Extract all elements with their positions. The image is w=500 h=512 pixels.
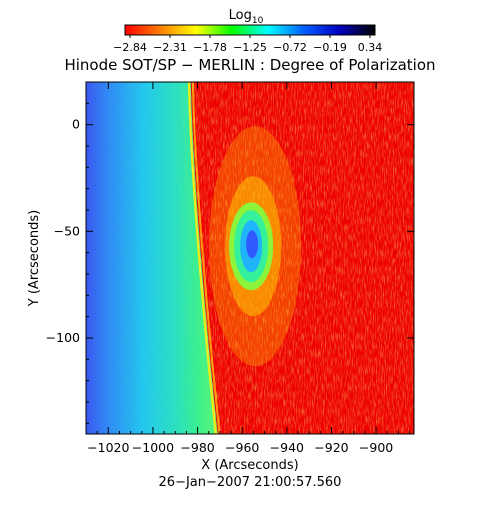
- y-axis-label: Y (Arcseconds): [27, 210, 42, 307]
- x-tick-label: −980: [180, 440, 214, 455]
- x-axis: −1020 −1000 −980 −960 −940 −920 −900: [85, 82, 411, 455]
- colorbar-tick-label: 0.34: [358, 41, 383, 54]
- y-tick-label: 0: [72, 117, 80, 132]
- colorbar-tick-label: −2.31: [153, 41, 187, 54]
- colorbar-label: Log10: [229, 8, 264, 26]
- plot-image: [86, 82, 414, 434]
- chart-title: Hinode SOT/SP − MERLIN : Degree of Polar…: [64, 56, 435, 74]
- y-axis: 0 −50 −100: [46, 102, 414, 424]
- y-tick-label: −50: [54, 223, 80, 238]
- plot-frame: [85, 81, 415, 435]
- x-tick-label: −940: [270, 440, 304, 455]
- y-tick-label: −100: [46, 330, 80, 345]
- colorbar-ticks: −2.84 −2.31 −1.78 −1.25 −0.72 −0.19 0.34: [113, 35, 382, 54]
- x-axis-label: X (Arcseconds): [201, 458, 298, 473]
- x-tick-label: −1020: [87, 440, 129, 455]
- x-tick-label: −900: [359, 440, 393, 455]
- colorbar-tick-label: −1.25: [233, 41, 267, 54]
- colorbar-tick-label: −0.72: [273, 41, 307, 54]
- colorbar: [124, 24, 376, 36]
- observation-date: 26−Jan−2007 21:00:57.560: [159, 475, 342, 490]
- colorbar-tick-label: −2.84: [113, 41, 147, 54]
- x-tick-label: −1000: [132, 440, 174, 455]
- colorbar-tick-label: −0.19: [313, 41, 347, 54]
- x-tick-label: −920: [314, 440, 348, 455]
- x-tick-label: −960: [225, 440, 259, 455]
- colorbar-tick-label: −1.78: [193, 41, 227, 54]
